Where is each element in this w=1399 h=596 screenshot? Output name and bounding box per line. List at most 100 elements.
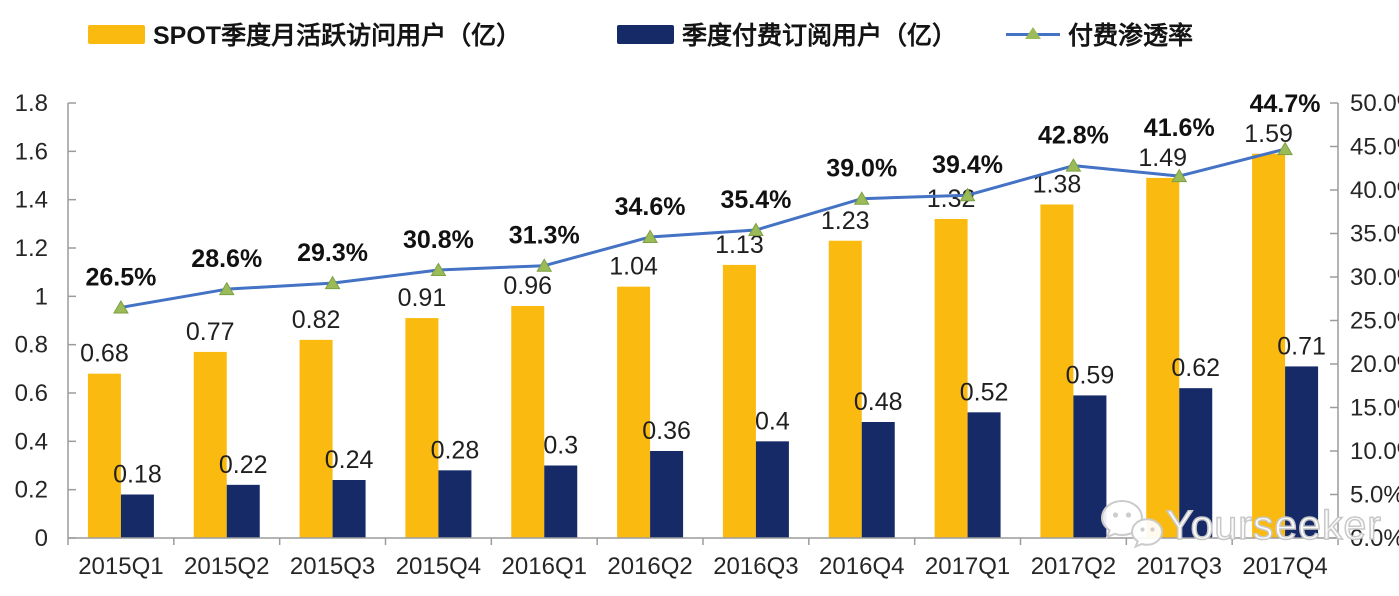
right-axis-tick-label: 15.0% bbox=[1350, 395, 1399, 422]
subscribers-bar bbox=[544, 465, 578, 538]
penetration-marker-icon bbox=[536, 258, 553, 272]
right-axis-tick-label: 35.0% bbox=[1350, 221, 1399, 248]
subscribers-value-label: 0.48 bbox=[854, 388, 903, 416]
penetration-value-label: 30.8% bbox=[403, 226, 474, 254]
x-axis-label: 2016Q4 bbox=[819, 553, 904, 580]
x-axis-label: 2015Q4 bbox=[396, 553, 481, 580]
legend-item-mau: SPOT季度月活跃访问用户（亿） bbox=[88, 16, 521, 52]
subscribers-value-label: 0.4 bbox=[755, 407, 790, 435]
subscribers-value-label: 0.18 bbox=[113, 461, 162, 489]
right-axis-tick-label: 5.0% bbox=[1350, 482, 1399, 509]
subscribers-value-label: 0.71 bbox=[1277, 332, 1326, 360]
x-axis-label: 2016Q3 bbox=[713, 553, 798, 580]
penetration-marker-icon bbox=[430, 262, 447, 277]
subscribers-bar bbox=[1073, 395, 1107, 538]
right-axis-tick-label: 10.0% bbox=[1350, 438, 1399, 465]
penetration-value-label: 29.3% bbox=[297, 239, 368, 267]
mau-legend-label: SPOT季度月活跃访问用户（亿） bbox=[153, 22, 522, 50]
mau-bar-swatch-icon bbox=[88, 24, 145, 44]
left-axis-tick-label: 0.8 bbox=[15, 332, 48, 359]
x-axis-label: 2017Q1 bbox=[925, 553, 1010, 580]
mau-bar bbox=[828, 240, 862, 538]
subscribers-value-label: 0.22 bbox=[219, 451, 268, 479]
x-axis-label: 2016Q2 bbox=[607, 553, 692, 580]
penetration-marker-icon bbox=[853, 191, 870, 205]
mau-value-label: 0.82 bbox=[292, 306, 341, 334]
x-axis-label: 2015Q1 bbox=[78, 553, 163, 580]
subscribers-value-label: 0.28 bbox=[431, 436, 480, 464]
penetration-marker-icon bbox=[642, 229, 658, 243]
mau-value-label: 1.04 bbox=[609, 253, 658, 281]
legend-item-subscribers: 季度付费订阅用户（亿） bbox=[617, 16, 957, 52]
subscribers-bar-swatch-icon bbox=[617, 24, 674, 44]
mau-value-label: 0.68 bbox=[80, 340, 129, 368]
penetration-value-label: 41.6% bbox=[1144, 114, 1215, 142]
x-axis-label: 2017Q2 bbox=[1031, 553, 1116, 580]
penetration-legend-label: 付费渗透率 bbox=[1068, 22, 1194, 50]
left-axis-tick-label: 1 bbox=[35, 283, 48, 310]
penetration-line-swatch-icon bbox=[1006, 27, 1060, 40]
penetration-marker-icon bbox=[324, 275, 341, 290]
x-axis-label: 2015Q3 bbox=[290, 553, 375, 580]
subscribers-value-label: 0.36 bbox=[642, 417, 691, 445]
right-axis-tick-label: 30.0% bbox=[1350, 264, 1399, 291]
penetration-value-label: 39.4% bbox=[932, 151, 1003, 179]
triangle-marker-icon bbox=[1025, 27, 1041, 40]
penetration-marker-icon bbox=[1065, 158, 1082, 172]
mau-value-label: 1.49 bbox=[1138, 144, 1187, 172]
penetration-marker-icon bbox=[113, 299, 129, 314]
watermark-text: Yourseeker bbox=[1165, 501, 1382, 549]
subscribers-value-label: 0.52 bbox=[960, 378, 1009, 406]
x-axis-label: 2016Q1 bbox=[502, 553, 587, 580]
subscribers-bar bbox=[1179, 388, 1213, 538]
watermark: Yourseeker bbox=[1100, 498, 1382, 552]
mau-bar bbox=[87, 373, 121, 538]
mau-bar bbox=[1146, 177, 1180, 538]
penetration-value-label: 28.6% bbox=[191, 245, 262, 273]
subscribers-bar bbox=[967, 412, 1001, 538]
x-axis-label: 2015Q2 bbox=[184, 553, 269, 580]
left-axis-tick-label: 1.6 bbox=[15, 138, 48, 165]
mau-bar bbox=[617, 286, 651, 538]
mau-value-label: 0.91 bbox=[398, 284, 447, 312]
left-axis-tick-label: 0.6 bbox=[15, 380, 48, 407]
penetration-value-label: 39.0% bbox=[826, 155, 897, 183]
subscribers-bar bbox=[1285, 366, 1319, 538]
subscribers-bar bbox=[861, 422, 895, 538]
penetration-value-label: 44.7% bbox=[1250, 90, 1321, 118]
mau-bar bbox=[934, 219, 968, 538]
subscribers-value-label: 0.3 bbox=[543, 432, 578, 460]
left-axis-tick-label: 0.4 bbox=[15, 428, 48, 455]
subscribers-value-label: 0.24 bbox=[325, 446, 374, 474]
mau-bar bbox=[405, 318, 439, 538]
mau-value-label: 0.96 bbox=[503, 272, 552, 300]
subscribers-legend-label: 季度付费订阅用户（亿） bbox=[682, 22, 958, 50]
penetration-value-label: 34.6% bbox=[615, 193, 686, 221]
penetration-value-label: 42.8% bbox=[1038, 122, 1109, 150]
right-axis-tick-label: 50.0% bbox=[1350, 90, 1399, 117]
right-axis-tick-label: 40.0% bbox=[1350, 177, 1399, 204]
penetration-marker-icon bbox=[748, 222, 764, 237]
right-axis-tick-label: 20.0% bbox=[1350, 351, 1399, 378]
mau-bar bbox=[1040, 204, 1074, 538]
penetration-marker-icon bbox=[1277, 141, 1293, 156]
subscribers-bar bbox=[650, 451, 684, 538]
left-axis-tick-label: 1.2 bbox=[15, 235, 48, 262]
mau-value-label: 0.77 bbox=[186, 318, 235, 346]
x-axis-label: 2017Q3 bbox=[1137, 553, 1222, 580]
subscribers-bar bbox=[120, 494, 154, 538]
mau-bar bbox=[1252, 153, 1286, 538]
penetration-value-label: 35.4% bbox=[720, 186, 791, 214]
right-axis-tick-label: 45.0% bbox=[1350, 134, 1399, 161]
subscribers-bar bbox=[438, 470, 472, 538]
penetration-marker-icon bbox=[218, 281, 235, 296]
subscribers-bar bbox=[226, 484, 260, 538]
penetration-value-label: 26.5% bbox=[85, 263, 156, 291]
left-axis-tick-label: 0.2 bbox=[15, 477, 48, 504]
penetration-marker-icon bbox=[959, 187, 976, 202]
mau-bar bbox=[193, 351, 227, 538]
mau-value-label: 1.23 bbox=[821, 207, 870, 235]
penetration-line bbox=[120, 147, 1286, 309]
